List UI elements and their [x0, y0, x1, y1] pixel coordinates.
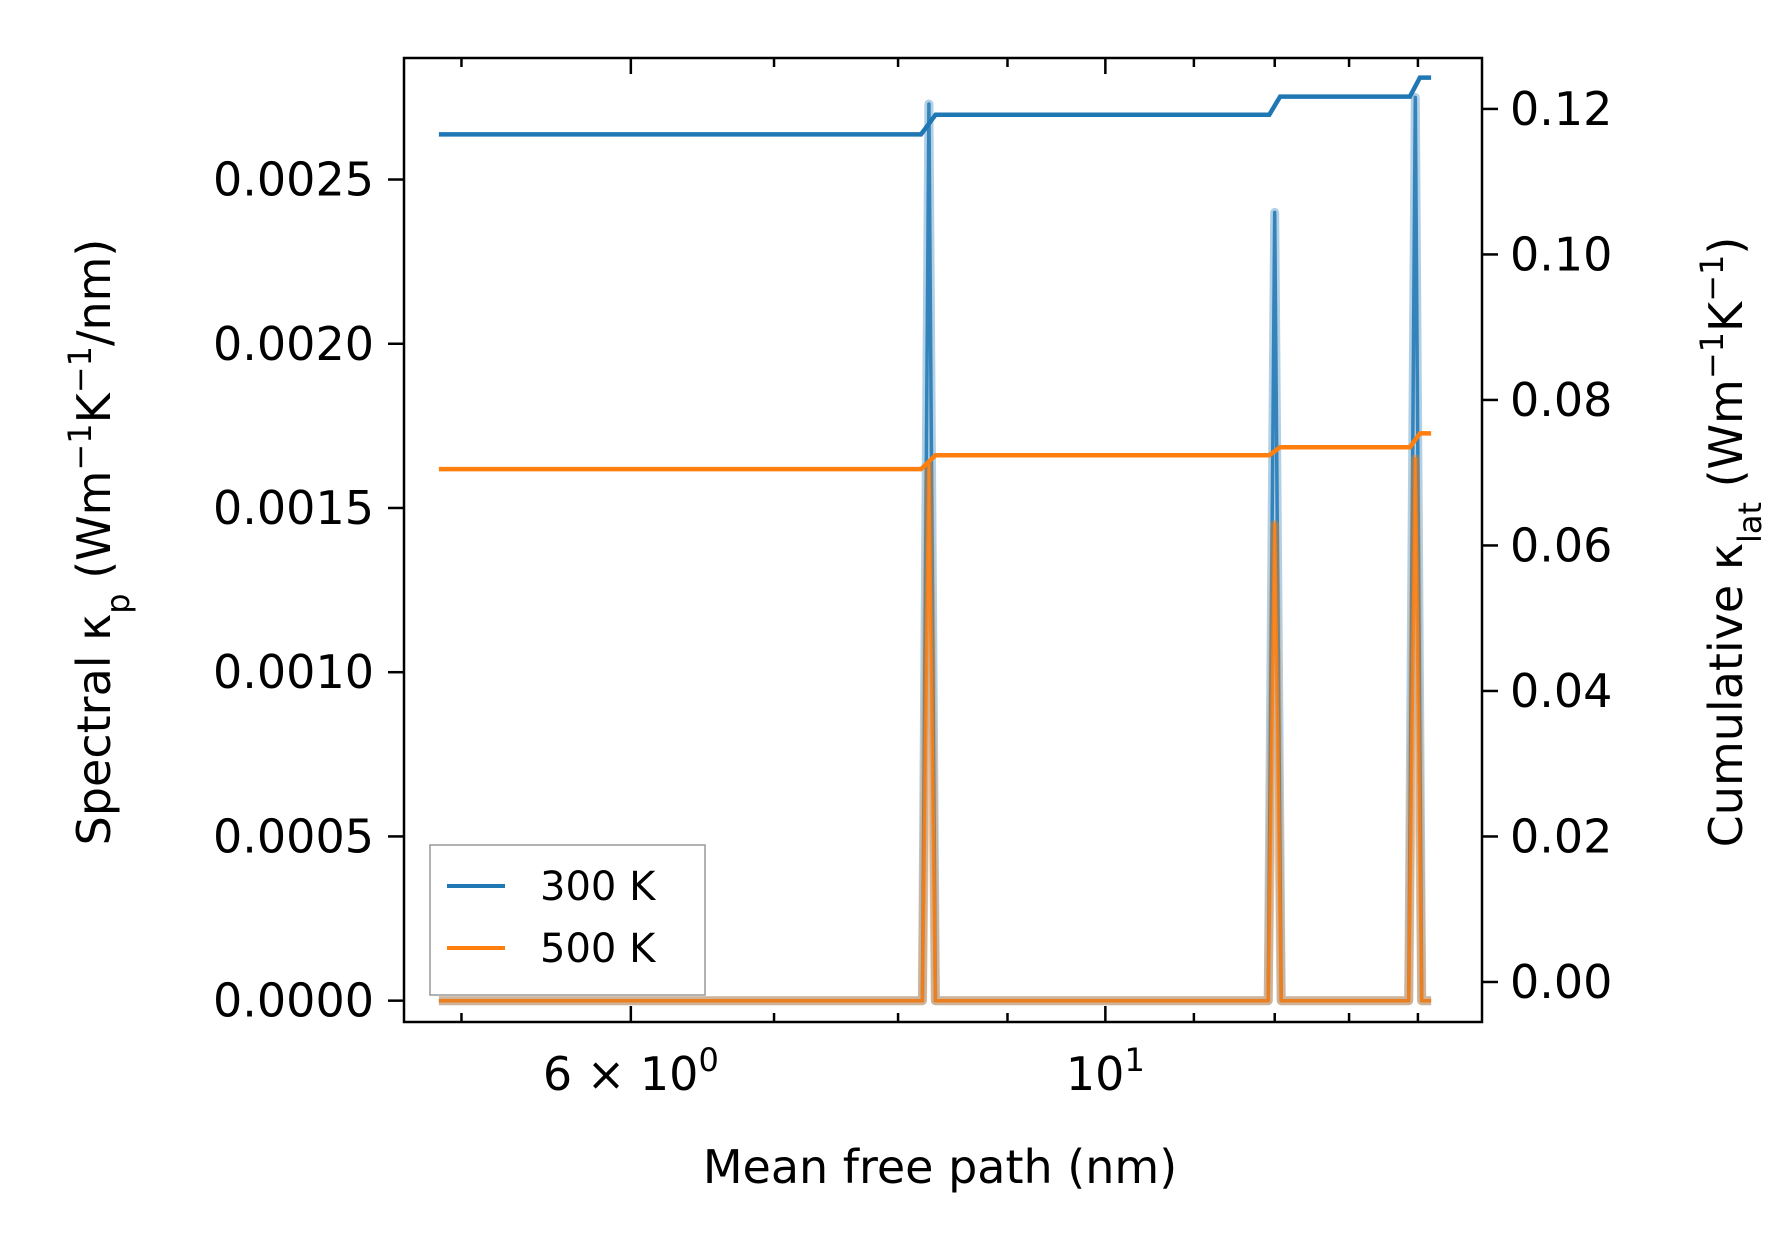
y-right-tick-label: 0.08: [1510, 373, 1612, 427]
legend-frame: [429, 844, 706, 996]
legend-label-500k: 500 K: [540, 926, 657, 972]
x-tick-label: 6 × 100: [543, 1041, 719, 1101]
legend: 300 K 500 K: [429, 844, 706, 996]
spectral-series-300k: [438, 95, 1432, 1003]
y-left-tick-label: 0.0020: [213, 317, 374, 371]
x-axis-label: Mean free path (nm): [703, 1140, 1177, 1194]
y-left-tick-label: 0.0005: [213, 809, 374, 863]
x-tick-label: 101: [1066, 1041, 1145, 1101]
plot-frame: [402, 56, 1484, 1024]
y-left-tick-label: 0.0015: [213, 481, 374, 535]
y-right-tick-label: 0.12: [1510, 82, 1612, 136]
y-left-tick-label: 0.0010: [213, 645, 374, 699]
y-right-tick-label: 0.10: [1510, 227, 1612, 281]
y-right-tick-label: 0.06: [1510, 518, 1612, 572]
y-left-tick-label: 0.0025: [213, 153, 374, 207]
axes-layer: 6 × 100 101 0.0000 0.0005 0.0010 0.0015 0.0020…: [213, 56, 1612, 1101]
cumulative-series-500k: [438, 431, 1432, 472]
y-right-tick-label: 0.04: [1510, 664, 1612, 718]
y-right-axis-label: Cumulative κlat (Wm−1K−1): [1693, 237, 1769, 848]
y-right-tick-label: 0.02: [1510, 809, 1612, 863]
cumulative-series-300k: [438, 75, 1432, 137]
y-left-axis-label: Spectral κp (Wm−1K−1/nm): [61, 239, 137, 846]
legend-label-300k: 300 K: [540, 864, 657, 910]
y-left-tick-label: 0.0000: [213, 974, 374, 1028]
y-right-tick-label: 0.00: [1510, 955, 1612, 1009]
spectral-series-layer: [438, 92, 1432, 1006]
spectral-series-500k: [438, 456, 1432, 1003]
cumulative-series-layer: [438, 75, 1432, 472]
